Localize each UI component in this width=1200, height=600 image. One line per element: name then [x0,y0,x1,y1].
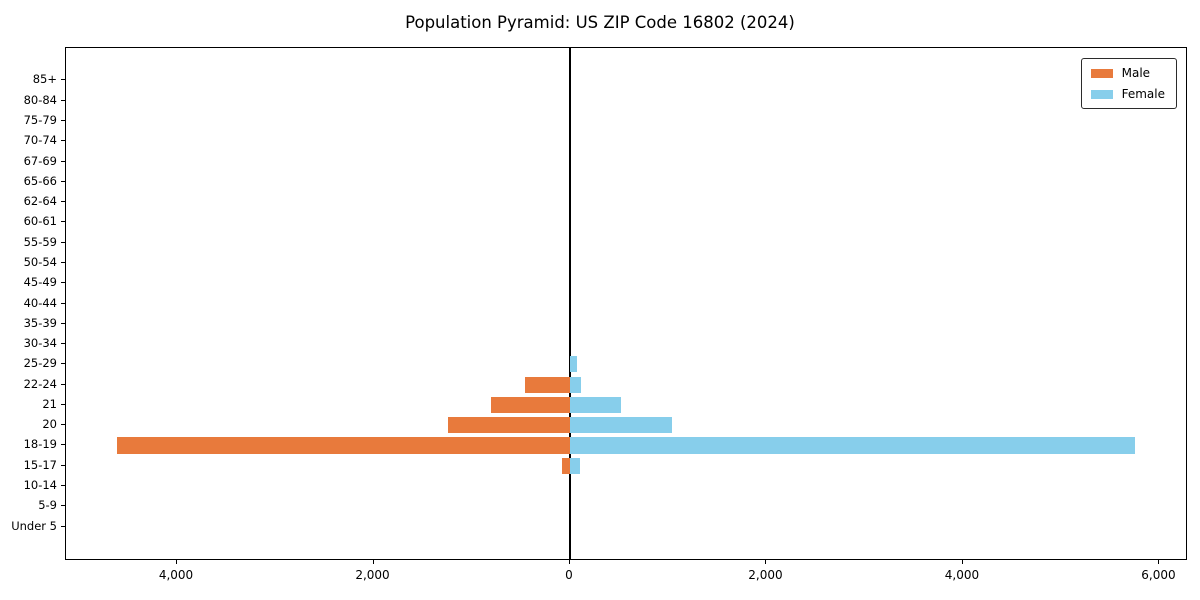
y-axis-label: 21 [42,396,57,411]
y-axis-label: 62-64 [23,194,57,209]
x-tick-mark [176,560,178,564]
zero-axis-line [569,48,571,559]
female-bar-25-29 [570,356,577,373]
y-tick-mark [61,261,65,263]
y-axis-label: 22-24 [23,376,57,391]
y-tick-mark [61,79,65,81]
legend-entry-male: Male [1090,66,1165,80]
y-axis-label: 20 [42,417,57,432]
y-axis-label: 18-19 [23,437,57,452]
legend: Male Female [1080,58,1177,109]
y-axis-label: Under 5 [11,518,57,533]
x-axis-label: 4,000 [944,568,980,582]
y-tick-mark [61,302,65,304]
x-tick-mark [765,560,767,564]
female-bar-20 [570,417,673,434]
y-tick-mark [61,160,65,162]
x-axis-label: 6,000 [1141,568,1176,582]
y-tick-mark [61,464,65,466]
x-tick-mark [961,560,963,564]
y-axis-label: 35-39 [23,315,57,330]
female-bar-18-19 [570,437,1135,454]
female-bar-15-17 [570,457,580,474]
y-tick-mark [61,140,65,142]
chart-title: Population Pyramid: US ZIP Code 16802 (2… [405,13,795,32]
y-axis-label: 50-54 [23,254,57,269]
male-bar-22-24 [524,376,570,393]
y-tick-mark [61,383,65,385]
y-tick-mark [61,201,65,203]
y-axis-label: 15-17 [23,457,57,472]
y-axis-label: 30-34 [23,336,57,351]
male-bar-18-19 [117,437,570,454]
female-bar-21 [570,396,621,413]
female-color-swatch [1090,89,1113,99]
y-tick-mark [61,322,65,324]
male-bar-15-17 [562,457,570,474]
y-axis-label: 10-14 [23,478,57,492]
y-tick-mark [61,221,65,223]
x-axis-label: 2,000 [748,568,783,582]
y-tick-mark [61,485,65,486]
y-axis-label: 67-69 [23,153,57,168]
y-tick-mark [61,424,65,426]
y-axis-label: 40-44 [23,295,57,310]
x-axis-label: 4,000 [158,568,194,582]
plot-area: Male Female [65,47,1187,560]
male-color-swatch [1090,68,1113,78]
y-axis-label: 85+ [32,72,57,87]
y-tick-mark [61,120,65,121]
female-bar-22-24 [570,376,581,393]
y-tick-mark [61,444,65,446]
y-tick-mark [61,363,65,365]
male-bar-20 [448,417,570,434]
legend-label-female: Female [1121,87,1165,101]
legend-entry-female: Female [1090,87,1165,101]
x-tick-mark [1158,560,1160,564]
y-tick-mark [61,180,65,182]
y-tick-mark [61,525,65,527]
y-tick-mark [61,99,65,101]
y-axis-label: 5-9 [38,498,57,513]
legend-label-male: Male [1121,66,1151,80]
y-axis-label: 45-49 [23,275,57,290]
y-tick-mark [61,505,65,507]
y-axis-label: 70-74 [23,133,57,148]
y-axis-label: 25-29 [23,356,57,371]
y-tick-mark [61,241,65,243]
y-axis-label: 55-59 [23,234,57,249]
x-axis-label: 0 [565,568,573,582]
y-tick-mark [61,343,65,345]
y-tick-mark [61,403,65,405]
y-axis-label: 75-79 [23,113,57,127]
x-axis-label: 2,000 [355,568,390,582]
x-tick-mark [569,560,570,564]
x-tick-mark [372,560,374,564]
y-axis-label: 65-66 [23,173,57,188]
y-axis-label: 80-84 [23,92,57,107]
y-axis-label: 60-61 [23,214,57,229]
male-bar-21 [491,396,570,413]
y-tick-mark [61,282,65,284]
